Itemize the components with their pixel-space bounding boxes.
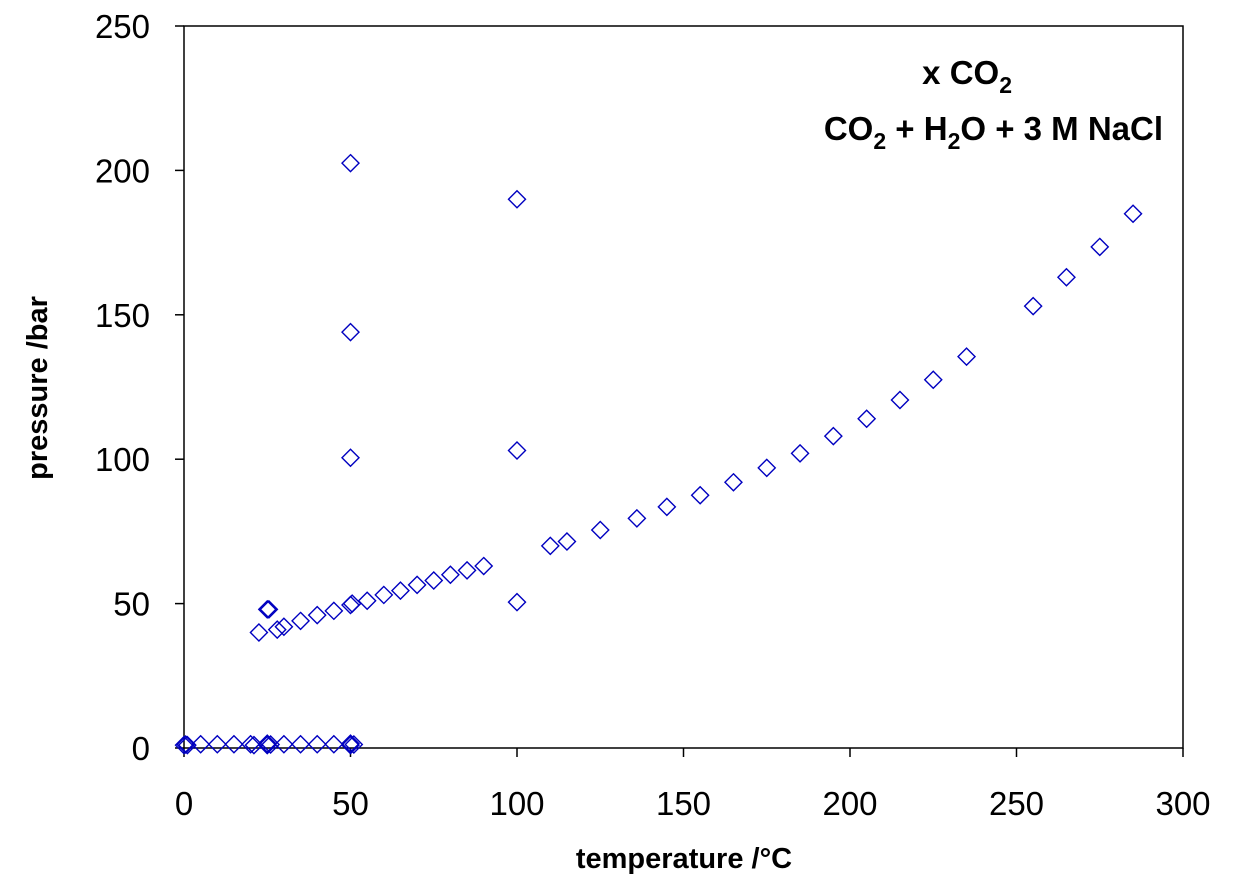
data-point	[307, 734, 327, 754]
x-tick-label: 50	[332, 785, 369, 822]
data-point	[440, 565, 460, 585]
data-point	[957, 347, 977, 367]
data-point	[177, 735, 197, 755]
y-tick-label: 50	[113, 586, 150, 623]
data-point	[890, 390, 910, 410]
data-point	[344, 735, 364, 755]
data-point	[627, 508, 647, 528]
data-point	[1090, 237, 1110, 257]
x-ticks: 0 50 100 150 200 250 300	[175, 748, 1211, 822]
data-point	[259, 599, 279, 619]
data-point	[257, 599, 277, 619]
annotation-line-1-sub: 2	[999, 72, 1012, 98]
data-point	[1056, 267, 1076, 287]
data-point	[257, 734, 277, 754]
annotation: x CO2 CO2 + H2O + 3 M NaCl	[824, 54, 1163, 154]
data-point	[341, 734, 360, 754]
y-tick-label: 250	[95, 8, 150, 45]
data-point	[757, 458, 777, 478]
data-point	[474, 556, 494, 576]
data-point	[257, 735, 277, 755]
data-point	[274, 734, 294, 754]
y-tick-label: 100	[95, 441, 150, 478]
data-point	[174, 735, 194, 755]
annotation-line-2: CO2 + H2O + 3 M NaCl	[824, 110, 1163, 154]
x-axis-title: temperature /°C	[576, 843, 792, 875]
data-point	[341, 322, 360, 342]
data-point	[857, 409, 877, 429]
data-point	[241, 734, 261, 754]
x-tick-label: 250	[989, 785, 1044, 822]
data-point	[307, 605, 327, 625]
x-tick-label: 100	[489, 785, 544, 822]
x-tick-label: 300	[1155, 785, 1210, 822]
data-point	[557, 532, 577, 551]
data-point	[823, 426, 843, 446]
data-point	[324, 734, 344, 754]
data-point	[507, 592, 527, 612]
annotation-line-1: x CO2	[922, 54, 1012, 98]
x-tick-label: 0	[175, 785, 193, 822]
data-point	[1023, 296, 1043, 316]
data-point	[291, 734, 311, 754]
data-point	[291, 611, 311, 631]
data-point	[923, 370, 943, 390]
data-point	[540, 536, 560, 556]
data-point	[507, 189, 527, 209]
data-point	[723, 472, 743, 492]
y-ticks: 0 50 100 150 200 250	[95, 8, 184, 767]
y-tick-label: 200	[95, 152, 150, 189]
data-point	[249, 622, 269, 642]
data-point	[324, 601, 344, 621]
data-point	[341, 735, 360, 755]
data-point	[341, 153, 360, 173]
y-axis-title: pressure /bar	[22, 296, 54, 480]
data-point	[507, 441, 527, 461]
y-tick-label: 0	[132, 730, 150, 767]
x-tick-label: 200	[822, 785, 877, 822]
data-point	[424, 571, 444, 590]
data-point	[341, 448, 360, 468]
data-points	[174, 153, 1143, 755]
data-point	[207, 734, 227, 754]
data-point	[357, 591, 377, 611]
x-tick-label: 150	[656, 785, 711, 822]
data-point	[374, 585, 394, 605]
data-point	[224, 734, 244, 754]
data-point	[267, 620, 287, 640]
data-point	[690, 485, 710, 505]
data-point	[176, 735, 196, 755]
data-point	[191, 734, 211, 754]
data-point	[590, 520, 610, 540]
annotation-line-1-text: x CO	[922, 54, 999, 91]
y-tick-label: 150	[95, 297, 150, 334]
data-point	[390, 581, 410, 601]
data-point	[457, 560, 477, 580]
data-point	[261, 735, 281, 755]
data-point	[790, 443, 810, 463]
data-point	[657, 497, 677, 517]
data-point	[274, 617, 294, 637]
data-point	[1123, 204, 1143, 224]
data-point	[407, 575, 427, 595]
